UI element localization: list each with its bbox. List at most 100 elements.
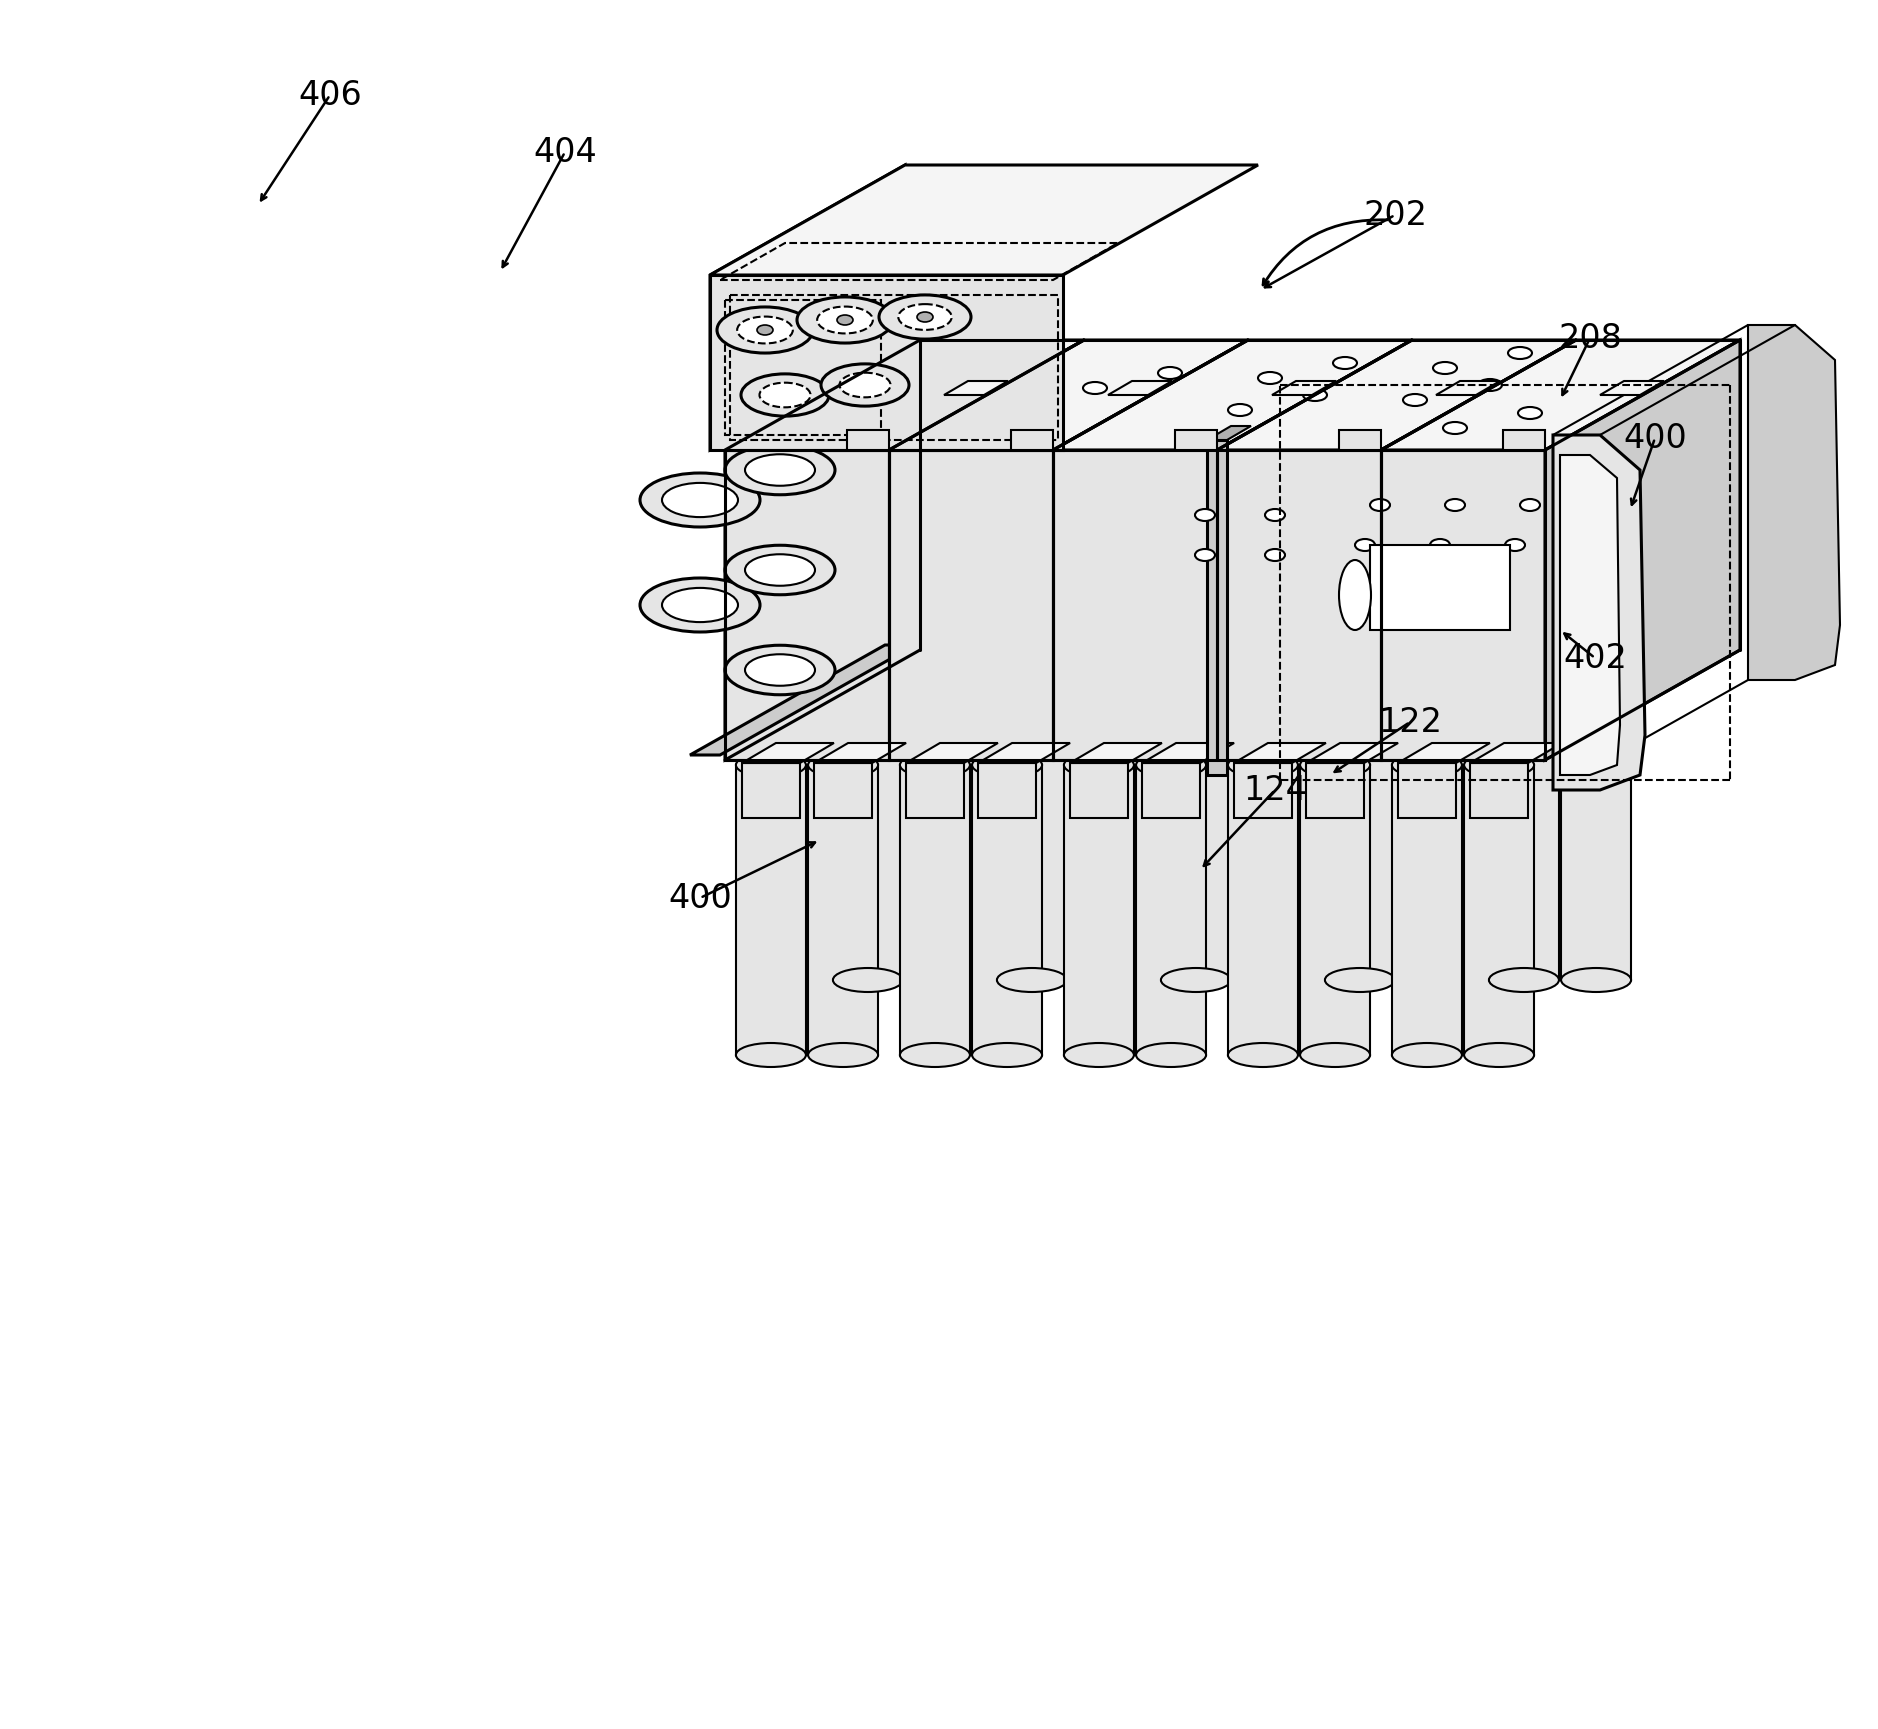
- Ellipse shape: [1084, 382, 1106, 394]
- Ellipse shape: [1561, 968, 1632, 992]
- Polygon shape: [1392, 764, 1461, 1055]
- Polygon shape: [1489, 711, 1559, 980]
- Ellipse shape: [736, 1043, 806, 1067]
- Ellipse shape: [1266, 508, 1285, 520]
- Ellipse shape: [1369, 500, 1390, 512]
- Ellipse shape: [834, 699, 903, 723]
- Polygon shape: [1054, 341, 1412, 450]
- Ellipse shape: [997, 968, 1067, 992]
- Ellipse shape: [691, 581, 719, 629]
- Polygon shape: [1065, 764, 1134, 1055]
- Polygon shape: [973, 764, 1042, 1055]
- Ellipse shape: [839, 373, 890, 398]
- Ellipse shape: [1069, 968, 1140, 992]
- Text: 400: 400: [1623, 422, 1686, 455]
- Ellipse shape: [1159, 367, 1181, 379]
- Ellipse shape: [1397, 968, 1467, 992]
- Ellipse shape: [1429, 539, 1450, 552]
- Text: 202: 202: [1363, 199, 1427, 232]
- Text: 404: 404: [533, 135, 597, 168]
- Polygon shape: [813, 762, 871, 818]
- Ellipse shape: [1234, 968, 1303, 992]
- Ellipse shape: [973, 754, 1042, 776]
- Ellipse shape: [1324, 699, 1395, 723]
- Polygon shape: [905, 743, 997, 762]
- Ellipse shape: [1433, 361, 1457, 373]
- Polygon shape: [1305, 743, 1397, 762]
- Ellipse shape: [640, 577, 761, 633]
- Ellipse shape: [1194, 508, 1215, 520]
- Ellipse shape: [1392, 754, 1461, 776]
- Ellipse shape: [1303, 389, 1328, 401]
- Ellipse shape: [879, 296, 971, 339]
- Ellipse shape: [1136, 754, 1206, 776]
- Polygon shape: [1108, 380, 1172, 394]
- Ellipse shape: [1228, 754, 1298, 776]
- Polygon shape: [1437, 380, 1501, 394]
- Polygon shape: [742, 743, 834, 762]
- Polygon shape: [1470, 743, 1562, 762]
- Ellipse shape: [1442, 422, 1467, 434]
- Ellipse shape: [838, 315, 853, 325]
- Polygon shape: [1010, 431, 1054, 450]
- Ellipse shape: [796, 297, 894, 342]
- Ellipse shape: [717, 308, 813, 353]
- Ellipse shape: [1194, 550, 1215, 560]
- Polygon shape: [905, 711, 975, 980]
- Ellipse shape: [746, 654, 815, 686]
- Text: 400: 400: [669, 882, 732, 915]
- Ellipse shape: [1444, 500, 1465, 512]
- Polygon shape: [1561, 455, 1621, 775]
- Polygon shape: [1305, 762, 1363, 818]
- Polygon shape: [1234, 743, 1326, 762]
- Ellipse shape: [1465, 1043, 1534, 1067]
- Ellipse shape: [725, 446, 836, 494]
- Polygon shape: [1397, 711, 1467, 980]
- Ellipse shape: [905, 699, 975, 723]
- Ellipse shape: [1266, 550, 1285, 560]
- Polygon shape: [1142, 762, 1200, 818]
- Ellipse shape: [1356, 539, 1375, 552]
- Ellipse shape: [1069, 699, 1140, 723]
- Polygon shape: [689, 645, 915, 756]
- Polygon shape: [1069, 711, 1140, 980]
- Ellipse shape: [738, 316, 793, 344]
- Ellipse shape: [742, 373, 828, 417]
- Polygon shape: [1369, 545, 1510, 629]
- Ellipse shape: [1489, 968, 1559, 992]
- Polygon shape: [900, 764, 969, 1055]
- Ellipse shape: [905, 968, 975, 992]
- Polygon shape: [725, 341, 1084, 450]
- Ellipse shape: [898, 304, 952, 330]
- Polygon shape: [888, 450, 1054, 761]
- Ellipse shape: [808, 754, 879, 776]
- Ellipse shape: [1065, 1043, 1134, 1067]
- Polygon shape: [1234, 711, 1303, 980]
- Ellipse shape: [1397, 699, 1467, 723]
- Polygon shape: [1136, 764, 1206, 1055]
- Ellipse shape: [1065, 754, 1134, 776]
- Polygon shape: [813, 743, 905, 762]
- Ellipse shape: [1403, 394, 1427, 406]
- Ellipse shape: [834, 968, 903, 992]
- Polygon shape: [1324, 711, 1395, 980]
- Polygon shape: [1380, 341, 1741, 450]
- Text: 208: 208: [1559, 322, 1623, 354]
- Polygon shape: [808, 764, 879, 1055]
- Ellipse shape: [821, 363, 909, 406]
- Polygon shape: [1748, 325, 1840, 679]
- Polygon shape: [1234, 762, 1292, 818]
- Ellipse shape: [1517, 406, 1542, 418]
- Text: 122: 122: [1378, 705, 1442, 738]
- Ellipse shape: [1136, 1043, 1206, 1067]
- Polygon shape: [1054, 450, 1217, 761]
- Ellipse shape: [1519, 500, 1540, 512]
- Polygon shape: [1397, 743, 1489, 762]
- Polygon shape: [1561, 711, 1632, 980]
- Polygon shape: [1208, 439, 1226, 775]
- Polygon shape: [1208, 425, 1251, 439]
- Ellipse shape: [757, 325, 774, 335]
- Polygon shape: [1546, 341, 1741, 761]
- Polygon shape: [1397, 762, 1455, 818]
- Polygon shape: [1470, 762, 1529, 818]
